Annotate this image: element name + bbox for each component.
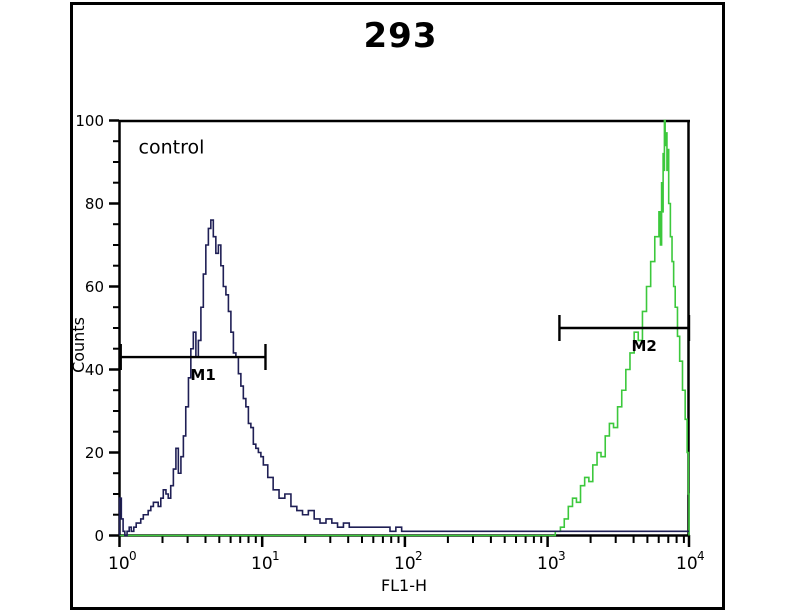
x-axis-title: FL1-H xyxy=(381,576,427,595)
y-tick-label-80: 80 xyxy=(85,195,104,213)
x-tick-exponent-4: 4 xyxy=(697,549,705,563)
page-title: 293 xyxy=(363,16,438,56)
control-histogram-trace xyxy=(118,219,689,537)
x-tick-exponent-3: 3 xyxy=(558,549,566,563)
y-tick-label-60: 60 xyxy=(85,278,104,296)
x-tick-mantissa-4: 10 xyxy=(676,554,698,574)
control-annotation: control xyxy=(139,137,205,159)
x-axis-tick-labels: 10 0 10 1 10 2 10 3 10 4 xyxy=(108,549,705,574)
y-tick-label-20: 20 xyxy=(85,444,104,462)
marker-m1-bracket[interactable] xyxy=(119,344,267,371)
y-tick-label-0: 0 xyxy=(94,527,104,545)
marker-m2-bracket[interactable] xyxy=(558,315,691,341)
marker-m2[interactable]: M2 xyxy=(558,315,691,355)
sample-histogram-trace xyxy=(119,119,690,537)
y-axis-tick-labels: 0 20 40 60 80 100 xyxy=(75,112,104,545)
y-tick-label-40: 40 xyxy=(85,361,104,379)
x-tick-mantissa-1: 10 xyxy=(251,554,273,574)
x-tick-mantissa-3: 10 xyxy=(537,554,559,574)
y-tick-label-100: 100 xyxy=(75,112,104,130)
marker-m1[interactable]: M1 xyxy=(119,344,267,384)
y-axis-title: Counts xyxy=(69,317,88,373)
x-tick-mantissa-2: 10 xyxy=(394,554,416,574)
marker-m2-label: M2 xyxy=(632,337,657,355)
y-axis-ticks xyxy=(109,119,119,537)
marker-m1-label: M1 xyxy=(190,366,215,384)
x-axis-minor-ticks xyxy=(161,535,685,543)
x-tick-mantissa-0: 10 xyxy=(108,554,130,574)
x-axis-major-ticks xyxy=(118,535,691,547)
x-tick-exponent-2: 2 xyxy=(415,549,423,563)
x-tick-exponent-0: 0 xyxy=(129,549,137,563)
x-tick-exponent-1: 1 xyxy=(272,549,280,563)
